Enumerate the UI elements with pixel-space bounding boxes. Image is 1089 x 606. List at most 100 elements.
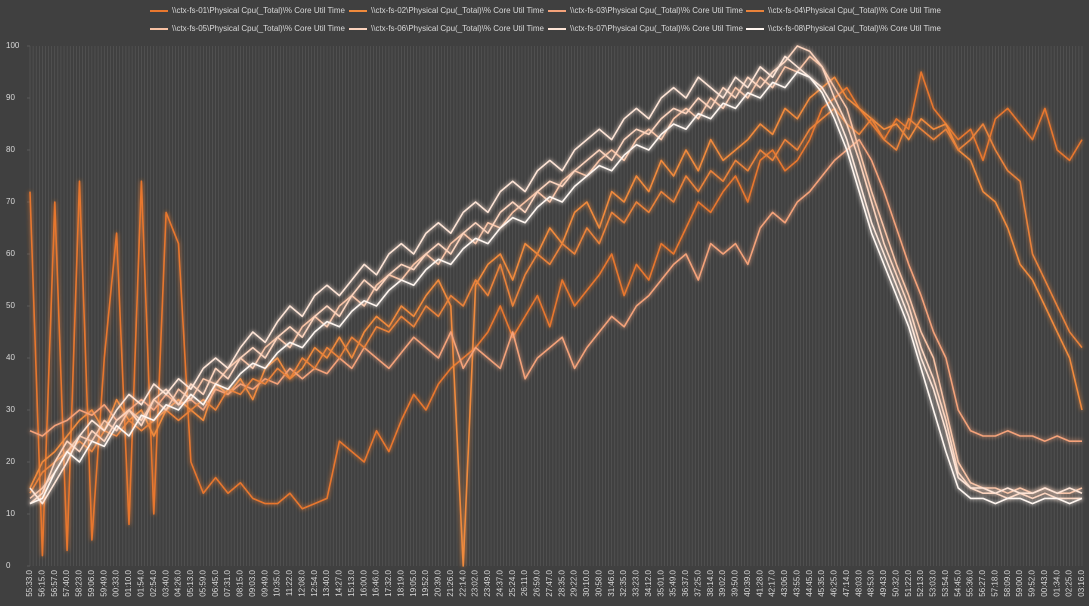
x-tick-label: 40:39.0 — [743, 569, 752, 596]
x-tick-label: 57:40.0 — [62, 569, 71, 596]
x-tick-label: 41:28.0 — [755, 569, 764, 596]
x-tick-label: 14:27.0 — [335, 569, 344, 596]
y-tick-label: 20 — [6, 457, 15, 466]
x-tick-label: 27:47.0 — [545, 569, 554, 596]
legend-label: \\ctx-fs-08\Physical Cpu(_Total)\% Core … — [768, 24, 941, 33]
x-tick-label: 26:59.0 — [533, 569, 542, 596]
x-tick-label: 10:35.0 — [273, 569, 282, 596]
x-tick-label: 16:00.0 — [359, 569, 368, 596]
x-tick-label: 16:46.0 — [372, 569, 381, 596]
x-tick-label: 55:36.0 — [966, 569, 975, 596]
series-line — [29, 76, 1083, 567]
x-tick-label: 29:22.0 — [570, 569, 579, 596]
x-tick-label: 53:54.0 — [941, 569, 950, 596]
x-tick-label: 26:11.0 — [520, 569, 529, 596]
x-tick-label: 01:54.0 — [136, 569, 145, 596]
x-tick-label: 12:54.0 — [310, 569, 319, 596]
x-tick-label: 03:16.0 — [1077, 569, 1086, 596]
x-tick-label: 51:22.0 — [904, 569, 913, 596]
x-tick-label: 59:06.0 — [87, 569, 96, 596]
x-tick-label: 06:45.0 — [211, 569, 220, 596]
y-tick-label: 10 — [6, 509, 15, 518]
series-group — [29, 76, 1083, 567]
x-tick-label: 08:15.0 — [236, 569, 245, 596]
x-tick-label: 56:27.0 — [978, 569, 987, 596]
y-tick-label: 0 — [6, 561, 11, 570]
x-tick-label: 09:49.0 — [260, 569, 269, 596]
x-tick-label: 59:52.0 — [1028, 569, 1037, 596]
x-tick-label: 58:09.0 — [1003, 569, 1012, 596]
x-tick-label: 50:32.0 — [891, 569, 900, 596]
series-group — [29, 71, 1083, 505]
x-tick-label: 56:57.0 — [50, 569, 59, 596]
x-tick-label: 58:23.0 — [75, 569, 84, 596]
x-tick-label: 19:05.0 — [409, 569, 418, 596]
x-tick-label: 45:35.0 — [817, 569, 826, 596]
x-tick-label: 30:10.0 — [582, 569, 591, 596]
x-tick-label: 35:49.0 — [669, 569, 678, 596]
x-tick-label: 46:25.0 — [830, 569, 839, 596]
x-tick-label: 03:40.0 — [161, 569, 170, 596]
x-tick-label: 38:14.0 — [706, 569, 715, 596]
x-tick-label: 54:45.0 — [953, 569, 962, 596]
x-tick-label: 05:59.0 — [198, 569, 207, 596]
x-tick-label: 48:53.0 — [867, 569, 876, 596]
legend-label: \\ctx-fs-07\Physical Cpu(_Total)\% Core … — [570, 24, 743, 33]
x-tick-label: 39:50.0 — [731, 569, 740, 596]
x-tick-label: 02:54.0 — [149, 569, 158, 596]
x-tick-label: 44:45.0 — [805, 569, 814, 596]
x-tick-label: 49:43.0 — [879, 569, 888, 596]
x-tick-label: 24:37.0 — [495, 569, 504, 596]
x-tick-label: 43:06.0 — [780, 569, 789, 596]
series-group — [29, 55, 1083, 500]
x-tick-label: 23:02.0 — [471, 569, 480, 596]
series-line — [29, 55, 1083, 505]
x-tick-label: 53:03.0 — [929, 569, 938, 596]
x-tick-label: 18:19.0 — [396, 569, 405, 596]
x-tick-label: 37:25.0 — [693, 569, 702, 596]
y-tick-label: 80 — [6, 145, 15, 154]
x-tick-label: 11:22.0 — [285, 569, 294, 596]
x-tick-label: 31:46.0 — [607, 569, 616, 596]
series-line — [29, 71, 1083, 505]
y-tick-label: 50 — [6, 301, 15, 310]
x-tick-label: 43:55.0 — [792, 569, 801, 596]
x-tick-label: 55:33.0 — [25, 569, 34, 596]
x-tick-label: 34:12.0 — [644, 569, 653, 596]
x-tick-label: 28:35.0 — [557, 569, 566, 596]
series-group — [29, 138, 1082, 442]
x-tick-label: 00:43.0 — [1040, 569, 1049, 596]
x-tick-label: 19:52.0 — [421, 569, 430, 596]
legend-label: \\ctx-fs-05\Physical Cpu(_Total)\% Core … — [172, 24, 345, 33]
x-tick-label: 13:40.0 — [322, 569, 331, 596]
x-tick-label: 15:13.0 — [347, 569, 356, 596]
legend-label: \\ctx-fs-04\Physical Cpu(_Total)\% Core … — [768, 6, 941, 15]
series-line — [29, 71, 1083, 557]
y-tick-label: 40 — [6, 353, 15, 362]
x-tick-label: 02:25.0 — [1065, 569, 1074, 596]
x-tick-label: 35:01.0 — [656, 569, 665, 596]
x-tick-label: 01:10.0 — [124, 569, 133, 596]
x-tick-label: 33:23.0 — [632, 569, 641, 596]
y-tick-label: 90 — [6, 93, 15, 102]
x-tick-label: 01:34.0 — [1052, 569, 1061, 596]
series-line — [29, 45, 1082, 505]
x-tick-label: 48:03.0 — [854, 569, 863, 596]
legend-label: \\ctx-fs-02\Physical Cpu(_Total)\% Core … — [371, 6, 544, 15]
x-tick-label: 59:00.0 — [1015, 569, 1024, 596]
x-tick-label: 56:15.0 — [37, 569, 46, 596]
x-tick-label: 21:26.0 — [446, 569, 455, 596]
x-tick-label: 00:33.0 — [112, 569, 121, 596]
x-tick-label: 42:17.0 — [768, 569, 777, 596]
x-tick-label: 07:31.0 — [223, 569, 232, 596]
x-tick-label: 04:26.0 — [174, 569, 183, 596]
x-tick-label: 25:24.0 — [508, 569, 517, 596]
x-tick-label: 22:14.0 — [458, 569, 467, 596]
x-tick-label: 17:32.0 — [384, 569, 393, 596]
x-tick-label: 09:03.0 — [248, 569, 257, 596]
x-tick-label: 39:02.0 — [718, 569, 727, 596]
x-tick-label: 05:13.0 — [186, 569, 195, 596]
